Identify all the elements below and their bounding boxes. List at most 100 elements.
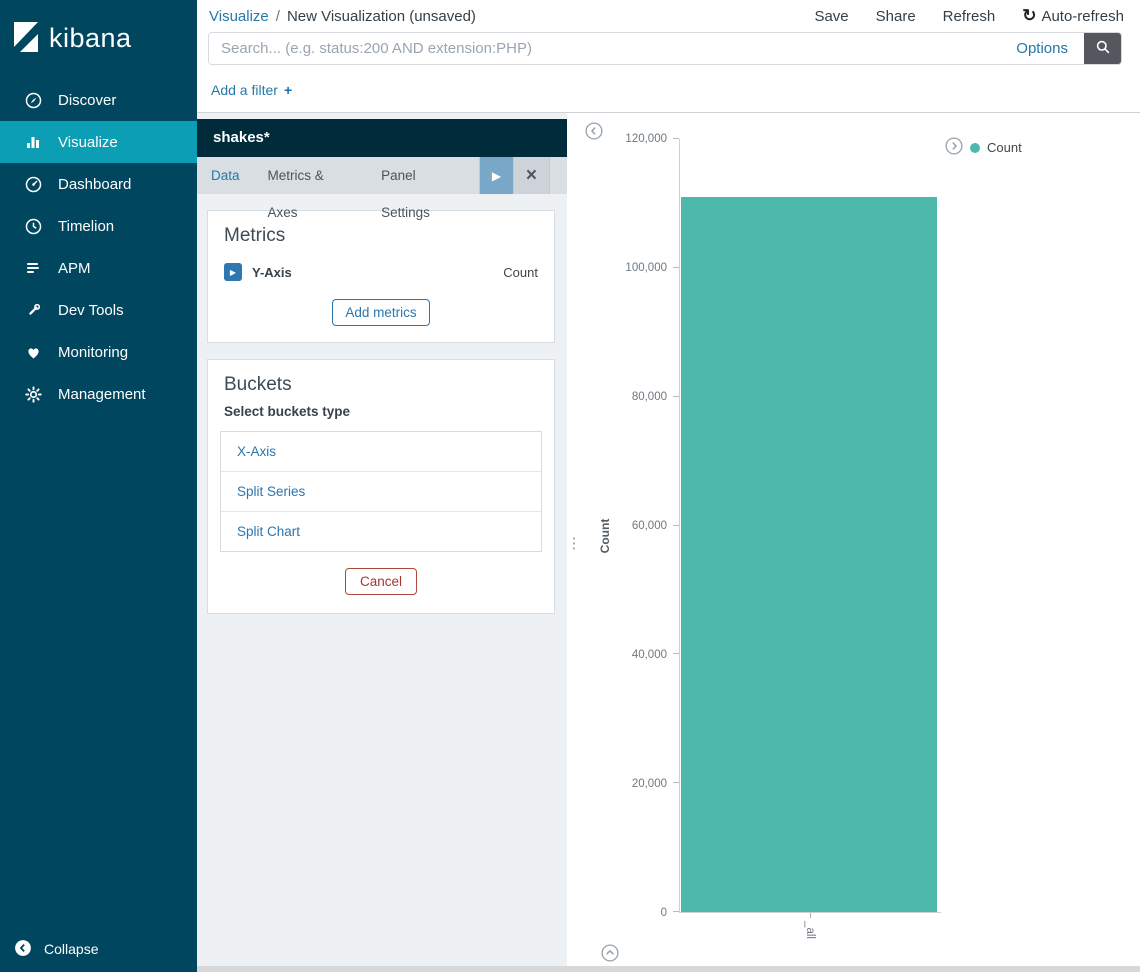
metric-value: Count xyxy=(503,264,538,280)
visualization-chart: Count 0 20,000 40,000 60,000 80,000 100,000 12… xyxy=(581,113,1140,972)
collapse-timepicker-icon[interactable] xyxy=(601,944,619,965)
app-title: kibana xyxy=(49,23,132,53)
sidebar-item-label: APM xyxy=(58,259,91,277)
y-tick-mark xyxy=(673,395,679,397)
search-input[interactable] xyxy=(209,33,1001,64)
horizontal-scrollbar[interactable] xyxy=(197,966,1140,972)
sidebar-item-timelion[interactable]: Timelion xyxy=(0,205,197,247)
search-options-link[interactable]: Options xyxy=(1016,40,1068,57)
tab-panel-settings[interactable]: Panel Settings xyxy=(381,168,430,220)
legend-toggle-icon[interactable] xyxy=(945,137,963,158)
panel-resizer-handle[interactable]: ⋮ xyxy=(566,113,582,972)
bar-count[interactable] xyxy=(681,196,937,912)
sidebar-item-label: Discover xyxy=(58,91,117,109)
y-tick-label: 100,000 xyxy=(625,262,667,274)
chart-legend: Count xyxy=(945,137,1022,158)
discard-changes-button[interactable]: × xyxy=(514,157,550,194)
sidebar-item-dashboard[interactable]: Dashboard xyxy=(0,163,197,205)
breadcrumb-visualize-link[interactable]: Visualize xyxy=(209,7,269,25)
metrics-title: Metrics xyxy=(224,225,286,246)
search-button[interactable] xyxy=(1084,33,1121,64)
page-title: New Visualization (unsaved) xyxy=(286,7,476,25)
metric-label: Y-Axis xyxy=(252,264,292,280)
sidebar-item-label: Timelion xyxy=(58,217,115,235)
apply-changes-button[interactable]: ▶ xyxy=(478,157,515,194)
drag-dots-icon: ⋮ xyxy=(566,534,582,552)
buckets-title: Buckets xyxy=(224,374,292,395)
y-tick-mark xyxy=(673,138,679,139)
y-tick-label: 0 xyxy=(660,907,667,919)
legend-item-count[interactable]: Count xyxy=(987,140,1022,155)
y-tick-label: 60,000 xyxy=(631,520,667,532)
share-button[interactable]: Share xyxy=(875,7,916,25)
sidebar-collapse-label: Collapse xyxy=(44,941,99,957)
gear-icon xyxy=(24,385,42,403)
y-tick-mark xyxy=(673,266,679,268)
discover-icon xyxy=(24,91,42,109)
refresh-button[interactable]: Refresh xyxy=(942,7,996,25)
sidebar-item-label: Management xyxy=(58,385,146,403)
add-filter-button[interactable]: Add a filter + xyxy=(211,82,292,98)
sidebar-item-monitoring[interactable]: Monitoring xyxy=(0,331,197,373)
main-area: Visualize / New Visualization (unsaved) … xyxy=(197,0,1140,972)
y-tick-label: 20,000 xyxy=(631,778,667,791)
y-tick-label: 80,000 xyxy=(631,391,667,404)
top-bar: Visualize / New Visualization (unsaved) … xyxy=(197,0,1140,113)
sidebar-item-dev-tools[interactable]: Dev Tools xyxy=(0,289,197,331)
collapse-editor-icon[interactable] xyxy=(585,122,603,143)
y-tick-mark xyxy=(673,911,679,912)
collapse-circle-icon xyxy=(14,939,32,960)
breadcrumb-separator: / xyxy=(275,7,280,25)
tab-metrics-axes[interactable]: Metrics & Axes xyxy=(267,168,324,220)
breadcrumb: Visualize / New Visualization (unsaved) xyxy=(209,8,476,25)
save-button[interactable]: Save xyxy=(814,7,849,25)
tab-data[interactable]: Data xyxy=(211,168,240,183)
metrics-card: Metrics ▶ Y-Axis Count Add metrics xyxy=(207,210,555,343)
bucket-type-list: X-Axis Split Series Split Chart xyxy=(220,431,542,552)
buckets-subtitle: Select buckets type xyxy=(224,404,351,419)
legend-swatch xyxy=(970,142,980,153)
sidebar-item-discover[interactable]: Discover xyxy=(0,79,197,121)
y-tick-mark xyxy=(673,782,679,784)
plot-area xyxy=(673,138,941,913)
app-logo[interactable]: kibana xyxy=(0,0,197,79)
filter-bar: Add a filter + xyxy=(197,68,1140,112)
sidebar-item-label: Visualize xyxy=(58,133,118,151)
sidebar-collapse-button[interactable]: Collapse xyxy=(0,926,197,972)
y-tick-label: 120,000 xyxy=(625,133,667,145)
y-axis-labels: 0 20,000 40,000 60,000 80,000 100,000 120,000 xyxy=(609,133,667,919)
auto-refresh-button[interactable]: ↻ Auto-refresh xyxy=(1022,6,1124,26)
dashboard-icon xyxy=(24,175,42,193)
sidebar-item-label: Monitoring xyxy=(58,343,129,361)
metric-row-y-axis[interactable]: ▶ Y-Axis Count xyxy=(208,253,554,291)
bucket-option-split-chart[interactable]: Split Chart xyxy=(221,511,541,551)
sidebar-item-management[interactable]: Management xyxy=(0,373,197,415)
add-metrics-button[interactable]: Add metrics xyxy=(332,299,430,326)
sidebar-item-label: Dev Tools xyxy=(58,301,124,319)
bucket-option-x-axis[interactable]: X-Axis xyxy=(237,444,277,459)
expand-metric-icon[interactable]: ▶ xyxy=(224,263,242,281)
vis-editor-panel: shakes* Data Metrics & Axes Panel Settin… xyxy=(197,113,567,972)
kibana-logo-icon xyxy=(12,21,40,56)
wrench-icon xyxy=(24,301,42,319)
editor-tab-bar: Data Metrics & Axes Panel Settings ▶ × xyxy=(197,157,567,220)
apm-icon xyxy=(24,259,42,277)
timelion-icon xyxy=(24,217,42,235)
search-icon xyxy=(1095,39,1111,58)
cancel-button[interactable]: Cancel xyxy=(344,568,418,595)
heart-icon xyxy=(24,343,42,361)
y-tick-mark xyxy=(673,524,679,526)
buckets-card: Buckets Select buckets type X-Axis Split… xyxy=(207,359,555,614)
auto-refresh-label: Auto-refresh xyxy=(1041,7,1124,25)
x-tick-mark xyxy=(810,913,811,918)
plus-icon: + xyxy=(283,82,293,98)
auto-refresh-icon: ↻ xyxy=(1022,6,1037,25)
sidebar-item-apm[interactable]: APM xyxy=(0,247,197,289)
header-actions: Save Share Refresh ↻ Auto-refresh xyxy=(814,6,1124,26)
search-bar: Options xyxy=(208,32,1122,65)
y-tick-label: 40,000 xyxy=(631,649,667,662)
bucket-option-split-series[interactable]: Split Series xyxy=(221,471,541,511)
x-tick-label: _all xyxy=(804,921,816,939)
sidebar-item-visualize[interactable]: Visualize xyxy=(0,121,197,163)
y-tick-mark xyxy=(673,653,679,655)
